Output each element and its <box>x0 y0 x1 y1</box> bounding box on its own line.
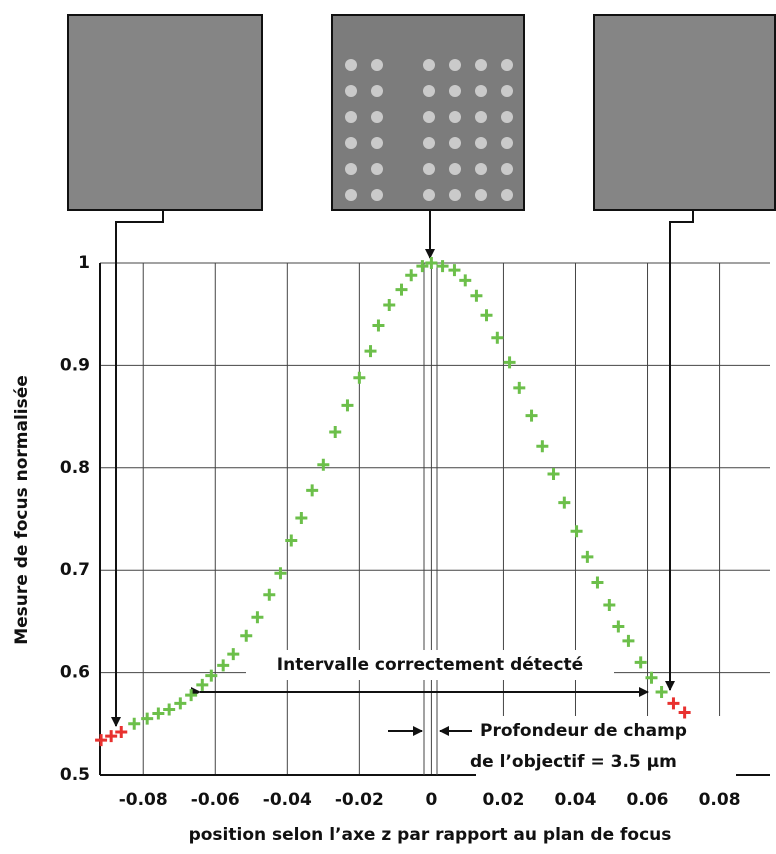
x-axis-label: position selon l’axe z par rapport au pl… <box>189 825 672 845</box>
point <box>251 611 264 624</box>
y-tick-label: 0.6 <box>60 663 90 683</box>
point <box>678 706 691 719</box>
point <box>470 289 483 302</box>
point <box>425 257 438 269</box>
point <box>185 689 198 702</box>
point <box>570 525 583 538</box>
x-tick-label: 0.02 <box>482 790 524 810</box>
y-tick-label: 0.7 <box>60 560 90 580</box>
label-bg <box>476 716 736 778</box>
point <box>591 576 604 589</box>
point <box>263 588 276 601</box>
point <box>306 484 319 497</box>
point <box>128 717 141 730</box>
x-tick-label: 0 <box>425 790 437 810</box>
point <box>622 634 635 647</box>
point <box>416 260 429 273</box>
point <box>227 648 240 661</box>
point <box>603 599 616 612</box>
annotation-lines <box>111 210 736 778</box>
thumbnail-dots <box>410 49 522 209</box>
label-bg <box>246 650 614 680</box>
point <box>612 620 625 633</box>
point <box>205 669 218 682</box>
point <box>353 371 366 384</box>
point <box>459 274 472 287</box>
x-tick-label: 0.06 <box>627 790 669 810</box>
point <box>503 356 516 369</box>
y-tick-label: 0.8 <box>60 458 90 478</box>
point <box>329 425 342 438</box>
annotation: Profondeur de champ <box>480 721 687 741</box>
point <box>240 629 253 642</box>
point <box>513 381 526 394</box>
point <box>655 686 668 699</box>
point <box>436 260 449 273</box>
point <box>372 319 385 332</box>
point <box>547 467 560 480</box>
point <box>581 550 594 563</box>
y-tick-label: 0.5 <box>60 765 90 785</box>
point <box>634 656 647 669</box>
point <box>536 440 549 453</box>
point <box>295 511 308 524</box>
point <box>383 298 396 311</box>
point <box>525 409 538 422</box>
point <box>317 458 330 471</box>
point <box>141 712 154 725</box>
y-tick-label: 1 <box>78 253 90 273</box>
x-tick-label: -0.08 <box>119 790 168 810</box>
point <box>274 567 287 580</box>
thumbnail-dots <box>333 49 393 209</box>
x-tick-label: 0.04 <box>555 790 597 810</box>
arrow-right <box>665 210 694 691</box>
point <box>115 725 128 738</box>
point <box>105 730 118 743</box>
thumbnail-defocus-left <box>67 14 263 211</box>
point <box>405 269 418 282</box>
point <box>480 309 493 322</box>
point <box>152 707 165 720</box>
arrow-left <box>111 210 164 727</box>
annotation: de l’objectif = 3.5 µm <box>470 752 677 772</box>
point <box>174 697 187 710</box>
point <box>364 345 377 358</box>
point <box>448 264 461 277</box>
x-tick-label: -0.02 <box>335 790 384 810</box>
point <box>395 283 408 296</box>
point <box>196 678 209 691</box>
point <box>341 399 354 412</box>
thumbnail-defocus-right <box>593 14 776 211</box>
point <box>645 671 658 684</box>
y-axis-label: Mesure de focus normalisée <box>12 375 32 645</box>
point <box>163 703 176 716</box>
x-tick-label: -0.04 <box>263 790 312 810</box>
x-tick-label: 0.08 <box>699 790 741 810</box>
x-tick-label: -0.06 <box>191 790 240 810</box>
point <box>667 697 680 710</box>
point <box>558 496 571 509</box>
point <box>491 331 504 344</box>
point <box>95 734 108 747</box>
point <box>217 659 230 672</box>
annotation: Intervalle correctement détecté <box>277 655 583 675</box>
y-tick-label: 0.9 <box>60 355 90 375</box>
point <box>285 534 298 547</box>
thumbnails <box>67 14 776 211</box>
